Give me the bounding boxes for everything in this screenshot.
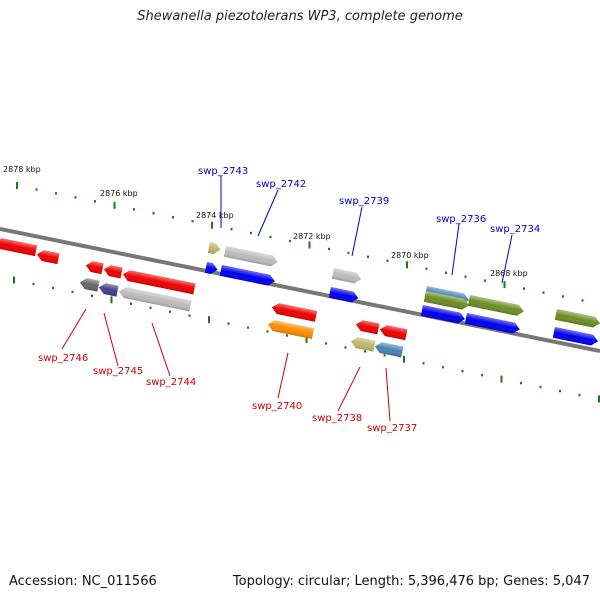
gene-swp-2743: [208, 242, 222, 255]
gene-feature: [355, 319, 380, 334]
scale-label: 2876 kbp: [100, 189, 138, 198]
gene-feature: [220, 265, 276, 287]
gene-feature: [465, 313, 521, 335]
gene-label-swp-2742: swp_2742: [256, 179, 306, 190]
scale-label: 2868 kbp: [490, 269, 528, 278]
accession-text: Accession: NC_011566: [9, 574, 157, 589]
gene-features: [0, 237, 600, 357]
gene-swp-2745: [98, 282, 119, 297]
gene-feature: [271, 302, 317, 322]
leader-line: [258, 190, 278, 236]
gene-swp-2742: [224, 246, 279, 268]
gene-label-swp-2743: swp_2743: [198, 166, 248, 177]
gene-label-swp-2734: swp_2734: [490, 224, 540, 235]
gene-feature: [85, 260, 104, 274]
scale-label: 2878 kbp: [3, 165, 41, 174]
gene-label-swp-2746: swp_2746: [38, 353, 88, 364]
gene-swp-2738: [350, 336, 376, 352]
leader-line: [152, 323, 170, 376]
gene-swp-2739: [332, 268, 363, 285]
inner-tick-ring: [14, 277, 599, 403]
gene-swp-2734: [468, 295, 525, 317]
leader-line: [452, 224, 459, 275]
leader-line: [386, 368, 390, 421]
scale-label: 2872 kbp: [293, 232, 331, 241]
gene-label-swp-2738: swp_2738: [312, 413, 362, 424]
gene-swp-2737: [374, 341, 404, 357]
gene-feature: [379, 324, 408, 340]
gene-label-swp-2740: swp_2740: [252, 401, 302, 412]
leader-line: [278, 353, 288, 398]
gene-swp-2746: [79, 277, 100, 292]
genome-summary-text: Topology: circular; Length: 5,396,476 bp…: [233, 574, 590, 589]
scale-label: 2870 kbp: [391, 251, 429, 260]
leader-line: [338, 367, 360, 411]
gene-feature: [555, 309, 600, 329]
gene-label-swp-2737: swp_2737: [367, 423, 417, 434]
gene-feature: [103, 264, 123, 278]
gene-label-swp-2736: swp_2736: [436, 214, 486, 225]
scale-label: 2874 kbp: [196, 211, 234, 220]
leader-line: [104, 313, 118, 366]
leader-line: [62, 309, 86, 349]
gene-label-swp-2744: swp_2744: [146, 377, 196, 388]
leader-line: [352, 207, 362, 256]
gene-feature: [36, 249, 60, 264]
gene-feature: [0, 237, 37, 256]
gene-label-swp-2745: swp_2745: [93, 366, 143, 377]
gene-label-swp-2739: swp_2739: [339, 196, 389, 207]
genome-map: 2878 kbp 2876 kbp 2874 kbp 2872 kbp 2870 kbp…: [0, 0, 600, 600]
gene-swp-2740: [267, 319, 314, 339]
